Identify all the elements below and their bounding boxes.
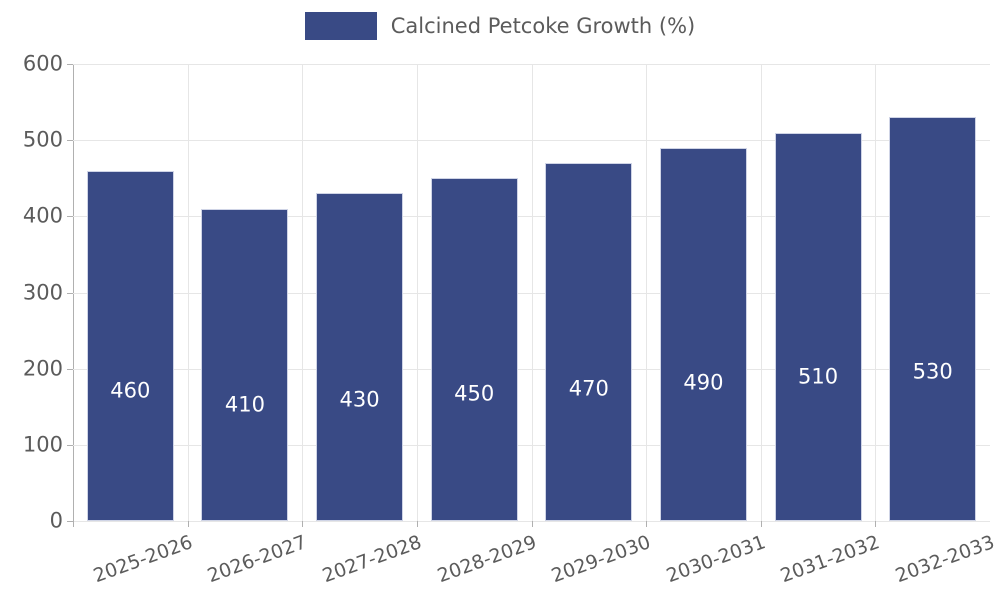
bar[interactable] <box>316 193 404 521</box>
x-axis-tick <box>875 521 877 527</box>
plot-area: 460 410 430 450 470 490 510 530 <box>67 64 990 522</box>
x-axis-tick-label: 2027-2028 <box>319 531 425 588</box>
x-axis-tick <box>760 521 762 527</box>
legend-item-calcined-petcoke-growth[interactable]: Calcined Petcoke Growth (%) <box>304 12 696 40</box>
x-axis-tick <box>187 521 189 527</box>
gridline-vertical <box>760 64 762 521</box>
x-axis-tick-label: 2029-2030 <box>548 531 654 588</box>
bar[interactable] <box>86 170 174 521</box>
y-axis-tick-label: 400 <box>22 203 63 228</box>
y-axis-tick <box>67 292 73 294</box>
x-axis-tick <box>73 521 74 527</box>
x-axis-tick-label: 2032-2033 <box>892 531 998 588</box>
y-axis-tick-label: 300 <box>22 280 63 304</box>
y-axis-tick-label: 100 <box>22 432 63 457</box>
gridline-vertical <box>416 64 418 521</box>
x-axis-tick-label: 2025-2026 <box>90 531 196 588</box>
y-axis-tick <box>67 64 73 65</box>
bar[interactable] <box>659 147 747 521</box>
gridline-vertical <box>531 64 533 521</box>
x-axis-tick <box>646 521 648 527</box>
gridline-vertical <box>646 64 648 521</box>
x-axis-tick-label: 2030-2031 <box>663 531 769 588</box>
y-axis-tick-label: 600 <box>22 51 63 76</box>
chart-legend: Calcined Petcoke Growth (%) <box>0 12 1000 40</box>
bar[interactable] <box>430 178 518 521</box>
bar[interactable] <box>774 132 862 521</box>
x-axis-tick-label: 2031-2032 <box>778 531 883 588</box>
legend-item-label: Calcined Petcoke Growth (%) <box>390 14 696 38</box>
bar[interactable] <box>201 208 289 521</box>
legend-color-swatch-icon <box>304 12 377 40</box>
y-axis-tick <box>67 521 73 522</box>
y-axis-tick-label: 200 <box>22 356 63 381</box>
gridline-vertical <box>302 64 304 521</box>
gridline-vertical <box>875 64 877 521</box>
bar[interactable] <box>889 117 977 521</box>
x-axis-tick-label: 2028-2029 <box>434 531 540 588</box>
y-axis-tick <box>67 140 73 142</box>
y-axis-tick <box>67 216 73 218</box>
y-axis-tick <box>67 444 73 446</box>
x-axis-tick <box>416 521 418 527</box>
gridline-vertical <box>187 64 189 521</box>
x-axis-tick <box>531 521 533 527</box>
y-axis-tick-label: 0 <box>49 508 63 533</box>
bar[interactable] <box>545 163 633 521</box>
y-axis-tick-label: 500 <box>22 127 63 152</box>
x-axis-tick <box>302 521 304 527</box>
y-axis-tick <box>67 368 73 370</box>
x-axis-tick-label: 2026-2027 <box>204 531 310 588</box>
